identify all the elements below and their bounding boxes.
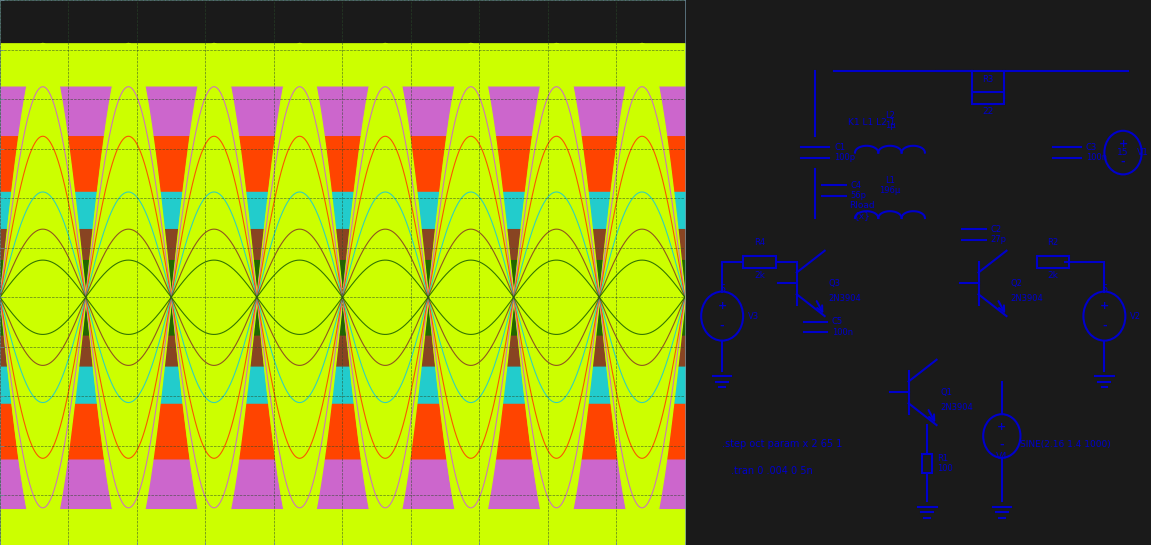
Text: C4
56p: C4 56p bbox=[851, 181, 867, 201]
Text: R1
100: R1 100 bbox=[937, 453, 953, 473]
Text: V2: V2 bbox=[1130, 312, 1141, 320]
Text: C3
100n: C3 100n bbox=[1085, 143, 1107, 162]
Text: Q3: Q3 bbox=[829, 279, 840, 288]
Text: +: + bbox=[1099, 301, 1110, 311]
Text: V3: V3 bbox=[748, 312, 759, 320]
Text: +: + bbox=[717, 301, 726, 311]
Text: Rload
{x}: Rload {x} bbox=[849, 201, 875, 220]
Text: +: + bbox=[1119, 139, 1128, 149]
Text: 5: 5 bbox=[1102, 284, 1107, 294]
Text: V1: V1 bbox=[1137, 148, 1149, 157]
Text: R4: R4 bbox=[754, 238, 765, 247]
Text: .tran 0 .004 0 5n: .tran 0 .004 0 5n bbox=[731, 466, 814, 476]
Text: C2
27p: C2 27p bbox=[990, 225, 1006, 244]
Text: 2N3904: 2N3904 bbox=[1011, 294, 1043, 304]
Text: +: + bbox=[997, 422, 1006, 432]
Text: L2
1μ: L2 1μ bbox=[885, 111, 895, 130]
Text: -: - bbox=[999, 440, 1004, 450]
Text: -: - bbox=[1102, 321, 1107, 331]
Text: V4: V4 bbox=[996, 452, 1008, 462]
Text: Q2: Q2 bbox=[1011, 279, 1022, 288]
Text: .step oct param x 2 65 1: .step oct param x 2 65 1 bbox=[722, 439, 843, 449]
Text: 22: 22 bbox=[982, 107, 993, 117]
Text: 2k: 2k bbox=[1047, 271, 1059, 280]
Text: C1
100p: C1 100p bbox=[834, 143, 855, 162]
Text: 15: 15 bbox=[1118, 148, 1129, 157]
Text: C5
100n: C5 100n bbox=[832, 317, 853, 337]
Text: Q1: Q1 bbox=[940, 388, 952, 397]
Text: R3: R3 bbox=[982, 75, 993, 84]
Bar bbox=[744, 256, 776, 268]
Text: 5: 5 bbox=[719, 284, 725, 294]
Text: SINE(2.16 1.4 1000): SINE(2.16 1.4 1000) bbox=[1021, 440, 1111, 449]
Text: 2k: 2k bbox=[754, 271, 765, 280]
Text: -: - bbox=[1121, 156, 1126, 166]
Text: L1
196μ: L1 196μ bbox=[879, 176, 900, 196]
Text: K1 L1 L2 1: K1 L1 L2 1 bbox=[848, 118, 895, 128]
Text: R2: R2 bbox=[1047, 238, 1059, 247]
Bar bbox=[922, 453, 932, 473]
Text: -: - bbox=[719, 321, 724, 331]
Bar bbox=[971, 92, 1004, 104]
Bar bbox=[1037, 256, 1069, 268]
Text: 2N3904: 2N3904 bbox=[940, 403, 973, 413]
Text: 2N3904: 2N3904 bbox=[829, 294, 861, 304]
